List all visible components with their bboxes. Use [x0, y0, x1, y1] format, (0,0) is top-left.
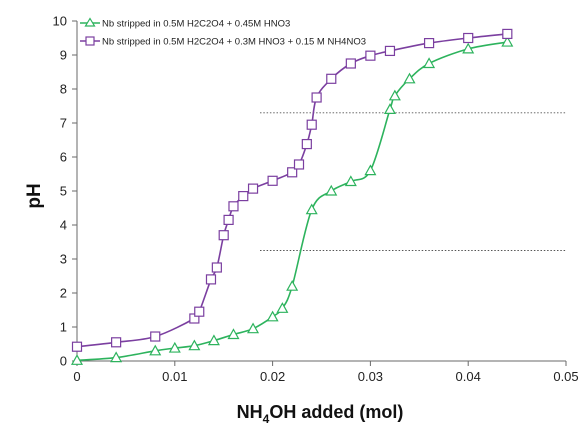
y-tick-label: 1 — [60, 320, 67, 335]
series-layer — [70, 28, 514, 365]
y-tick-label: 7 — [60, 116, 67, 131]
series-2-point — [223, 214, 234, 225]
legend-marker-series-2 — [85, 36, 95, 46]
series-2-point — [205, 274, 217, 285]
series-1-point — [383, 103, 396, 115]
series-1-point — [70, 354, 84, 365]
x-tick-label: 0.02 — [260, 369, 285, 384]
series-1-point — [188, 339, 201, 351]
series-2-point — [150, 331, 161, 342]
series-1-point — [423, 57, 436, 69]
series-2-point — [345, 58, 356, 69]
series-1-point — [266, 310, 279, 322]
series-2-point — [293, 159, 305, 170]
series-2 — [71, 28, 513, 352]
y-tick-label: 0 — [60, 354, 67, 369]
series-1-point — [388, 89, 401, 101]
x-tick-label: 0.05 — [553, 369, 578, 384]
series-2-point — [326, 73, 337, 84]
x-tick-label: 0.01 — [162, 369, 187, 384]
y-tick-label: 9 — [60, 48, 67, 63]
series-2-point — [502, 28, 513, 40]
x-axis-title: NH4OH added (mol) — [237, 402, 404, 426]
series-2-point — [211, 262, 222, 273]
legend-label-series-2: Nb stripped in 0.5M H2C2O4 + 0.3M HNO3 +… — [102, 37, 366, 48]
legend: Nb stripped in 0.5M H2C2O4 + 0.45M HNO3 … — [80, 17, 366, 48]
series-2-point — [311, 92, 322, 103]
series-2-point — [267, 175, 278, 186]
y-tick-label: 3 — [60, 252, 67, 267]
series-2-point — [423, 37, 435, 49]
series-1-point — [364, 164, 377, 176]
x-axis-title-rest: OH added (mol) — [269, 402, 403, 422]
x-axis-title-subscript: 4 — [263, 412, 270, 426]
series-1-point — [149, 344, 162, 356]
series-1-point — [286, 279, 299, 291]
series-1 — [70, 35, 514, 365]
y-tick-label: 4 — [60, 218, 67, 233]
series-1-point — [462, 42, 475, 54]
y-tick-label: 6 — [60, 150, 67, 165]
series-2-point — [218, 230, 229, 241]
x-axis-title-main: NH — [237, 402, 263, 422]
legend-entry-series-2: Nb stripped in 0.5M H2C2O4 + 0.3M HNO3 +… — [80, 36, 366, 48]
y-tick-label: 2 — [60, 286, 67, 301]
series-1-point — [344, 175, 357, 187]
series-2-point — [301, 138, 312, 150]
x-tick-label: 0 — [73, 369, 80, 384]
x-tick-labels: 0 0.01 0.02 0.03 0.04 0.05 — [73, 361, 579, 384]
series-2-point — [111, 337, 122, 348]
y-tick-label: 5 — [60, 184, 67, 199]
y-tick-labels: 0 1 2 3 4 5 6 7 8 9 10 — [53, 14, 77, 369]
series-2-point — [463, 32, 474, 44]
series-2-point — [194, 306, 205, 317]
series-1-point — [403, 72, 416, 84]
x-tick-label: 0.03 — [358, 369, 383, 384]
series-2-point — [247, 183, 259, 194]
series-1-point — [227, 328, 240, 340]
series-2-point — [238, 191, 249, 202]
x-tick-label: 0.04 — [456, 369, 481, 384]
legend-marker-series-1 — [84, 17, 96, 27]
series-2-point — [365, 50, 376, 61]
y-tick-label: 10 — [53, 14, 67, 29]
series-2-point — [71, 341, 83, 352]
series-2-point — [287, 167, 298, 178]
series-2-point — [384, 45, 396, 57]
series-1-point — [305, 203, 318, 215]
series-1-point — [276, 302, 289, 313]
series-1-point — [110, 351, 123, 363]
series-1-point — [325, 184, 338, 196]
legend-label-series-1: Nb stripped in 0.5M H2C2O4 + 0.45M HNO3 — [102, 19, 290, 30]
series-1-point — [247, 322, 260, 334]
series-2-point — [306, 119, 317, 130]
legend-entry-series-1: Nb stripped in 0.5M H2C2O4 + 0.45M HNO3 — [80, 17, 290, 30]
series-1-point — [168, 341, 181, 353]
series-2-point — [228, 201, 239, 212]
series-1-point — [207, 334, 220, 346]
y-axis-title: pH — [24, 183, 45, 208]
series-1-point — [501, 35, 514, 47]
reference-lines — [260, 112, 566, 251]
y-tick-label: 8 — [60, 82, 67, 97]
